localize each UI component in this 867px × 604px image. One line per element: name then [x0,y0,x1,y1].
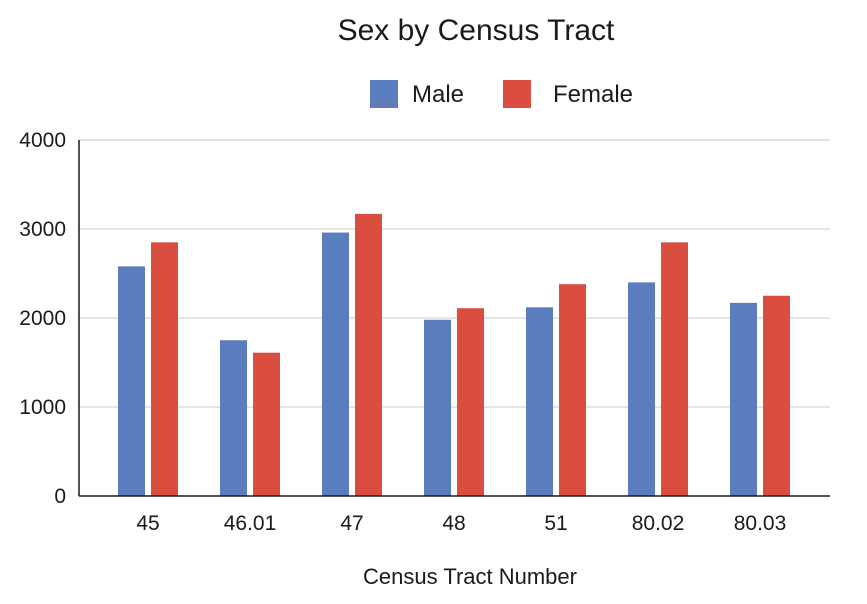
y-tick-label: 0 [54,485,66,508]
legend-swatch-female [503,80,531,108]
x-tick-label: 45 [136,512,159,535]
bar-male-45 [118,266,145,496]
bar-female-80.03 [763,295,790,496]
bar-male-80.03 [730,302,757,496]
chart-title: Sex by Census Tract [338,14,615,47]
bar-female-80.02 [661,242,688,496]
bar-female-51 [559,284,586,496]
x-tick-label: 48 [442,512,465,535]
bar-female-48 [457,308,484,496]
bar-male-48 [424,319,451,496]
gridlines [79,139,830,408]
y-tick-label: 4000 [19,129,66,152]
legend: Male Female [370,80,633,108]
bar-female-45 [151,242,178,496]
x-tick-label: 80.03 [734,512,787,535]
bar-female-46.01 [253,352,280,496]
x-tick-label: 47 [340,512,363,535]
bar-male-47 [322,232,349,496]
bar-male-51 [526,307,553,496]
x-tick-label: 51 [544,512,567,535]
legend-label-female: Female [553,81,633,108]
legend-label-male: Male [412,81,464,108]
bar-female-47 [355,213,382,496]
x-tick-label: 80.02 [632,512,685,535]
x-axis-label: Census Tract Number [363,564,577,589]
y-tick-label: 2000 [19,307,66,330]
x-axis-ticks: 45 46.01 47 48 51 80.02 80.03 [136,512,786,535]
legend-swatch-male [370,80,398,108]
bar-male-80.02 [628,282,655,496]
y-tick-label: 1000 [19,396,66,419]
x-tick-label: 46.01 [224,512,277,535]
bar-male-46.01 [220,340,247,496]
bars [118,213,790,496]
y-tick-label: 3000 [19,218,66,241]
y-axis-ticks: 0 1000 2000 3000 4000 [19,129,66,508]
